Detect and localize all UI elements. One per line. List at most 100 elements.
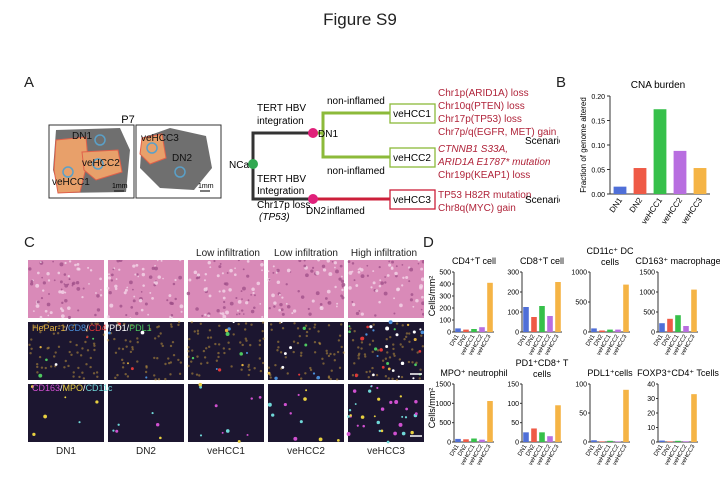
he-speck — [141, 267, 145, 271]
if-cell — [237, 439, 241, 443]
micro-tile-r1-c4 — [267, 260, 346, 318]
he-speck — [420, 267, 424, 271]
if-bg-speck — [318, 342, 322, 346]
if-cell — [198, 382, 203, 387]
he-speck — [322, 268, 327, 272]
he-speck — [388, 263, 392, 267]
he-speck — [353, 279, 356, 282]
he-speck — [238, 312, 241, 315]
he-speck — [32, 310, 35, 313]
bar-veHCC2 — [479, 327, 485, 332]
if-bg-speck — [404, 335, 408, 339]
if-cell — [369, 325, 373, 329]
micro-tile-r1-c2 — [106, 260, 184, 319]
he-speck — [315, 291, 320, 296]
if-cell — [419, 328, 422, 331]
he-speck — [221, 272, 224, 275]
bar-veHCC2 — [547, 316, 553, 332]
mini-chart-title: PD1⁺CD8⁺ T — [516, 358, 569, 368]
he-speck — [94, 313, 97, 317]
if-cell — [397, 375, 400, 378]
he-speck — [174, 278, 177, 282]
he-speck — [174, 297, 177, 301]
if-bg-speck — [277, 346, 280, 349]
he-speck — [142, 284, 145, 287]
if-bg-speck — [317, 330, 320, 333]
if-bg-speck — [207, 345, 211, 349]
if-bg-speck — [89, 356, 92, 360]
he-speck — [229, 301, 234, 306]
he-speck — [242, 313, 245, 315]
he-speck — [378, 284, 382, 288]
he-speck — [44, 309, 48, 313]
if-bg-speck — [92, 342, 96, 345]
if-bg-speck — [357, 357, 360, 360]
he-speck — [253, 294, 256, 297]
if-bg-speck — [304, 372, 307, 375]
branch-lower — [251, 164, 313, 201]
he-speck — [250, 294, 252, 296]
node-dn2-label: DN2 — [306, 206, 326, 217]
he-speck — [341, 285, 344, 288]
he-speck — [380, 281, 384, 285]
if-cell — [289, 412, 292, 415]
he-speck — [401, 263, 404, 266]
he-speck — [64, 291, 67, 294]
if-cell — [389, 400, 393, 404]
bar-DN2 — [531, 317, 537, 332]
sample-marker — [92, 158, 104, 170]
if-cell — [349, 414, 352, 417]
if-bg-speck — [47, 320, 50, 324]
he-speck — [360, 312, 364, 316]
if-bg-speck — [73, 323, 76, 327]
he-speck — [178, 275, 183, 280]
if-cell — [376, 354, 379, 358]
if-bg-speck — [202, 349, 206, 353]
if-bg-speck — [157, 325, 161, 328]
he-speck — [409, 298, 413, 302]
if-tile — [28, 384, 104, 442]
y-axis-label: Cells/mm² — [427, 388, 437, 429]
if-bg-speck — [124, 339, 127, 342]
he-speck — [246, 260, 250, 263]
if-cell — [30, 385, 34, 389]
if-cell — [299, 420, 303, 424]
he-speck — [157, 275, 161, 279]
bar-DN1 — [455, 438, 461, 442]
if-tile — [348, 322, 424, 380]
if-cell — [400, 361, 405, 366]
event-hcc2-1: CTNNB1 S33A, — [438, 144, 508, 155]
he-speck — [260, 263, 264, 267]
if-cell — [362, 424, 365, 428]
stain-label: HePar-1 — [32, 323, 66, 333]
upper-branch-text-2: integration — [257, 116, 304, 127]
lower-branch-text-1: TERT HBV — [257, 174, 306, 185]
y-tick-label: 300 — [439, 294, 451, 301]
he-speck — [223, 282, 227, 286]
he-speck — [331, 260, 334, 263]
he-speck — [421, 312, 424, 316]
he-speck — [278, 293, 281, 296]
he-speck — [114, 287, 118, 291]
bar-veHCC3 — [623, 389, 629, 442]
if-bg-speck — [86, 349, 90, 352]
y-axis-label: Cells/mm² — [427, 276, 437, 317]
he-speck — [179, 260, 182, 262]
he-speck — [384, 281, 387, 284]
he-speck — [219, 262, 222, 265]
if-bg-speck — [206, 361, 209, 365]
if-bg-speck — [392, 343, 395, 346]
if-bg-speck — [261, 321, 265, 324]
if-cell — [64, 396, 67, 399]
if-bg-speck — [53, 355, 56, 358]
if-bg-speck — [70, 353, 73, 357]
if-bg-speck — [375, 373, 379, 377]
he-speck — [132, 288, 134, 291]
he-speck — [245, 301, 249, 305]
he-speck — [154, 266, 158, 271]
bar-veHCC1 — [471, 329, 477, 332]
if-cell — [281, 365, 285, 369]
y-tick-label: 200 — [439, 306, 451, 313]
y-tick-label: 0.05 — [591, 168, 605, 175]
if-bg-speck — [130, 324, 134, 327]
